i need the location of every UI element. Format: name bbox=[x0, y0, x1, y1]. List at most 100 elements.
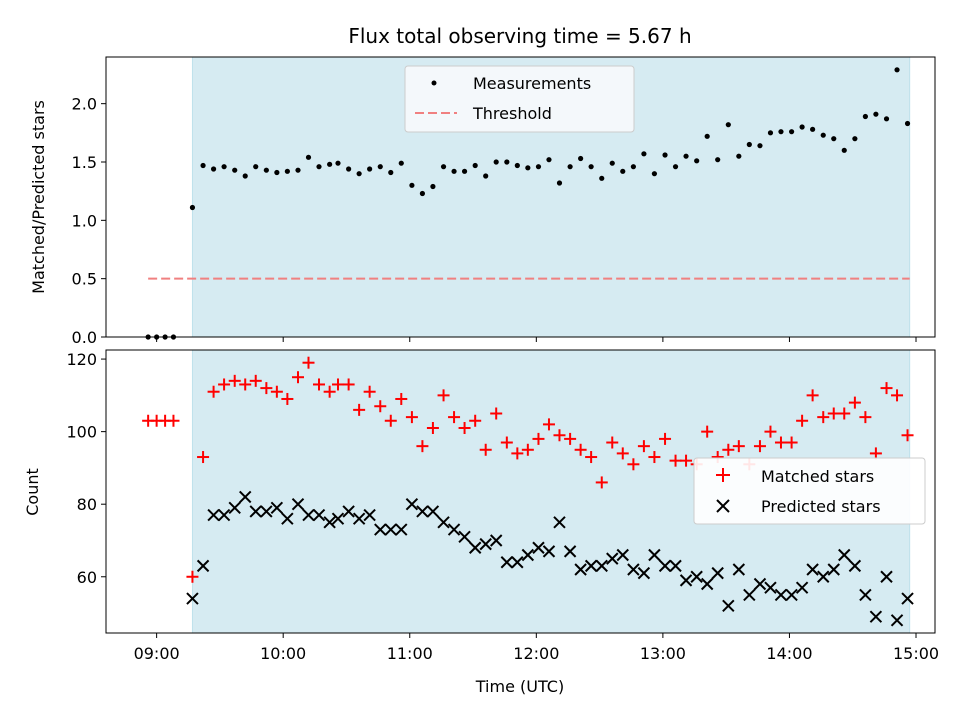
measurement-point bbox=[483, 173, 489, 179]
top-y-tick-label: 1.0 bbox=[72, 211, 97, 230]
predicted-star-point bbox=[489, 534, 503, 547]
measurement-point bbox=[894, 67, 900, 73]
matched-star-point bbox=[753, 440, 766, 453]
predicted-star-point bbox=[838, 548, 851, 562]
predicted-star-point bbox=[331, 512, 345, 525]
measurement-point bbox=[440, 164, 447, 170]
predicted-star-point bbox=[553, 516, 566, 529]
measurement-point bbox=[253, 164, 259, 170]
matched-star-point bbox=[595, 476, 608, 489]
predicted-star-point bbox=[352, 512, 366, 525]
measurement-point bbox=[904, 120, 911, 127]
matched-star-point bbox=[553, 429, 566, 442]
matched-star-point bbox=[648, 451, 661, 464]
measurement-point bbox=[630, 164, 636, 170]
measurement-point bbox=[609, 160, 615, 166]
matched-star-point bbox=[218, 378, 231, 391]
matched-star-point bbox=[585, 451, 598, 464]
measurement-point bbox=[852, 136, 858, 142]
predicted-star-point bbox=[774, 588, 788, 602]
measurement-point bbox=[356, 171, 362, 177]
matched-star-point bbox=[701, 425, 714, 438]
measurement-point bbox=[232, 167, 238, 173]
predicted-star-point bbox=[890, 614, 904, 627]
bottom-legend-box bbox=[693, 457, 926, 525]
predicted-star-point bbox=[186, 592, 199, 605]
measurement-point bbox=[335, 160, 341, 166]
chart-title: Flux total observing time = 5.67 h bbox=[348, 24, 691, 48]
measurement-point bbox=[295, 167, 301, 173]
predicted-star-point bbox=[270, 501, 284, 515]
predicted-star-point bbox=[416, 505, 429, 518]
measurement-point bbox=[242, 173, 248, 179]
matched-star-point bbox=[817, 411, 830, 424]
predicted-star-point bbox=[323, 516, 336, 529]
predicted-star-point bbox=[616, 548, 629, 562]
measurement-point bbox=[274, 169, 280, 176]
matched-star-point bbox=[281, 392, 294, 405]
measurement-point bbox=[662, 152, 668, 158]
matched-star-point bbox=[542, 418, 555, 431]
predicted-star-point bbox=[827, 563, 840, 576]
predicted-star-point bbox=[637, 566, 651, 580]
predicted-star-point bbox=[658, 559, 672, 573]
predicted-star-point bbox=[521, 548, 535, 562]
measurement-point bbox=[778, 129, 784, 135]
measurement-point bbox=[263, 167, 269, 173]
measurement-point bbox=[327, 161, 333, 167]
matched-star-point bbox=[848, 396, 861, 409]
predicted-star-point bbox=[679, 574, 693, 587]
predicted-star-point bbox=[848, 559, 862, 573]
bottom-y-tick-label: 120 bbox=[66, 350, 97, 369]
matched-star-point bbox=[479, 443, 492, 456]
bottom-y-tick-label: 60 bbox=[77, 568, 97, 587]
bottom-axes-frame bbox=[105, 349, 936, 634]
measurement-point bbox=[736, 153, 742, 159]
measurement-point bbox=[305, 154, 312, 160]
matched-star-point bbox=[469, 414, 482, 427]
matched-star-point bbox=[637, 440, 650, 453]
measurement-point bbox=[210, 166, 217, 172]
predicted-star-point bbox=[817, 570, 830, 583]
matched-star-point bbox=[669, 454, 682, 467]
matched-star-point bbox=[785, 436, 798, 449]
predicted-star-point bbox=[753, 577, 767, 591]
matched-star-point bbox=[395, 392, 408, 405]
x-tick-label: 10:00 bbox=[260, 644, 306, 663]
measurement-point bbox=[757, 143, 763, 149]
predicted-star-point bbox=[437, 516, 450, 529]
bottom-y-axis-label: Count bbox=[23, 468, 42, 516]
measurement-point bbox=[493, 159, 499, 165]
bottom-legend: Matched stars Predicted stars bbox=[693, 457, 926, 525]
measurement-point bbox=[588, 164, 594, 170]
predicted-star-point bbox=[281, 512, 294, 525]
matched-star-point bbox=[891, 389, 904, 402]
predicted-star-point bbox=[574, 563, 587, 576]
legend-matched-label: Matched stars bbox=[761, 467, 874, 486]
measurement-point bbox=[514, 162, 520, 169]
matched-star-point bbox=[228, 374, 241, 387]
measurement-point bbox=[535, 164, 542, 170]
matched-star-point bbox=[342, 378, 355, 391]
measurement-point bbox=[430, 183, 436, 190]
x-tick-label: 14:00 bbox=[766, 644, 812, 663]
matched-star-point bbox=[521, 443, 534, 456]
x-tick-label: 09:00 bbox=[134, 644, 180, 663]
measurement-point bbox=[567, 164, 573, 170]
matched-star-point bbox=[564, 432, 577, 445]
predicted-star-point bbox=[426, 505, 440, 518]
matched-star-point bbox=[323, 385, 336, 398]
predicted-star-point bbox=[785, 588, 798, 602]
bottom-panel: 60 80 100 120 09:00 10:00 11:00 12:00 13:00 14:00… bbox=[23, 349, 939, 696]
measurement-point bbox=[841, 147, 847, 153]
matched-star-point bbox=[838, 407, 851, 420]
legend-predicted-marker bbox=[716, 499, 730, 513]
legend-measurements-label: Measurements bbox=[473, 74, 591, 93]
bottom-ticks: 60 80 100 120 09:00 10:00 11:00 12:00 13:00 14:00… bbox=[66, 350, 939, 663]
predicted-star-point bbox=[732, 563, 746, 576]
measurement-point bbox=[873, 111, 879, 117]
top-axes-frame bbox=[105, 56, 936, 338]
predicted-star-point bbox=[312, 508, 326, 522]
top-ticks: 0.0 0.5 1.0 1.5 2.0 bbox=[72, 95, 917, 347]
